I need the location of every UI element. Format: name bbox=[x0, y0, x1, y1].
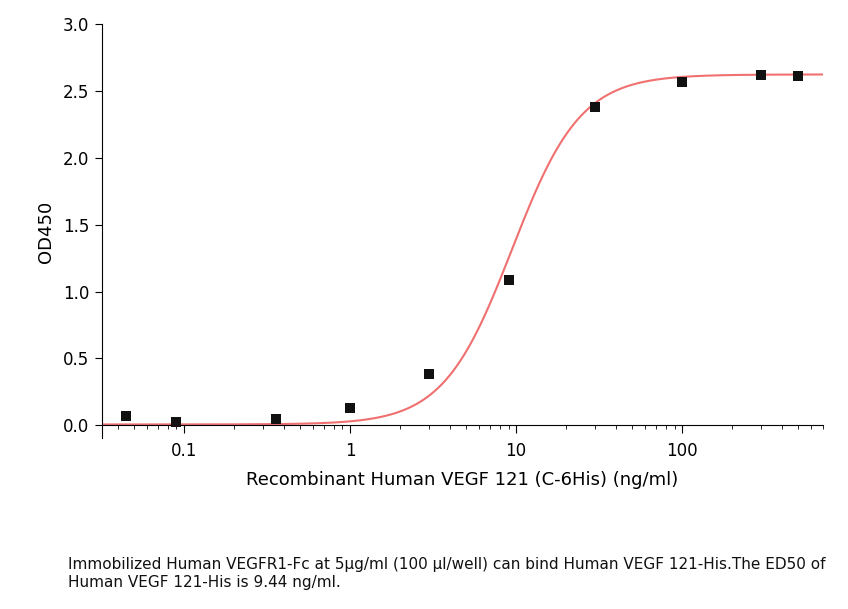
Point bbox=[343, 403, 357, 413]
Point bbox=[120, 412, 133, 421]
Point bbox=[422, 370, 436, 379]
Point bbox=[589, 102, 602, 112]
X-axis label: Recombinant Human VEGF 121 (C-6His) (ng/ml): Recombinant Human VEGF 121 (C-6His) (ng/… bbox=[246, 471, 678, 489]
Point bbox=[270, 414, 283, 424]
Point bbox=[502, 275, 516, 284]
Y-axis label: OD450: OD450 bbox=[36, 200, 54, 262]
Point bbox=[755, 70, 768, 80]
Point bbox=[170, 418, 183, 428]
Point bbox=[675, 77, 689, 86]
Text: Immobilized Human VEGFR1-Fc at 5μg/ml (100 μl/well) can bind Human VEGF 121-His.: Immobilized Human VEGFR1-Fc at 5μg/ml (1… bbox=[68, 557, 825, 590]
Point bbox=[791, 72, 805, 82]
